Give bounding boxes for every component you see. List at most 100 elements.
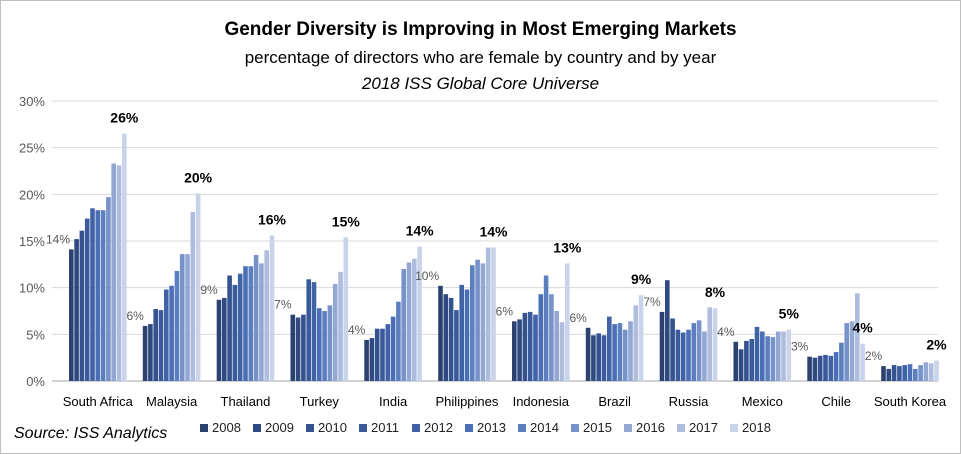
legend-label: 2017 [689,420,718,435]
data-label-2018: 14% [479,224,508,240]
bar [749,339,754,381]
legend-label: 2016 [636,420,665,435]
y-tick-label: 0% [26,374,45,389]
bar [480,263,486,381]
bar [596,333,601,381]
bar [860,343,865,381]
bar [158,310,164,381]
data-label-2018: 8% [705,284,726,300]
bar [928,363,934,381]
bar [533,314,538,381]
bar [148,324,153,381]
x-tick-label: South Korea [874,394,947,409]
data-label-2008: 6% [569,311,587,325]
legend-label: 2011 [371,420,399,435]
bar [622,329,628,381]
data-label-2008: 14% [46,232,70,246]
data-label-2018: 4% [853,320,874,336]
bar [744,340,749,381]
data-label-2018: 14% [406,223,435,239]
bar [833,352,839,381]
x-tick-label: Thailand [221,394,271,409]
bar [844,323,849,381]
x-tick-label: Malaysia [146,394,198,409]
data-label-2018: 5% [779,306,800,322]
data-label-2018: 26% [110,110,139,126]
legend-label: 2010 [318,420,347,435]
bar [443,294,449,381]
bar [675,329,681,381]
legend-swatch [624,424,632,432]
data-label-2008: 9% [200,283,218,297]
legend-item: 2008 [200,420,241,435]
bar [412,258,417,381]
bar [222,297,227,381]
bar [839,342,844,381]
bar [760,331,765,381]
data-label-2018: 9% [631,271,652,287]
data-label-2008: 7% [274,298,292,312]
bar [607,316,612,381]
bar [79,230,85,381]
data-label-2018: 2% [926,336,947,352]
data-label-2008: 6% [126,309,144,323]
bar [680,332,686,381]
bar [823,354,828,381]
bar [686,329,691,381]
bar [390,316,396,381]
bar [665,280,670,381]
bar [907,364,913,381]
bar [527,311,533,381]
bar [696,320,702,381]
bar [807,356,812,381]
bar [185,254,190,381]
bar [670,318,675,381]
data-label-2008: 3% [791,340,809,354]
data-label-2018: 13% [553,239,582,255]
bar [243,266,248,381]
bar [913,368,918,381]
legend-swatch [412,424,420,432]
chart-title: Gender Diversity is Improving in Most Em… [224,19,737,40]
bar [322,311,327,381]
legend-item: 2016 [624,420,665,435]
bar [237,273,243,381]
legend-item: 2012 [412,420,453,435]
bar [765,336,770,381]
legend-label: 2013 [477,420,506,435]
bar [522,312,528,381]
bar [491,247,496,381]
bar [116,165,122,381]
data-label-2008: 6% [496,304,514,318]
bar [195,193,201,381]
y-tick-label: 15% [19,234,45,249]
x-tick-label: Chile [821,394,851,409]
x-tick-label: South Africa [63,394,134,409]
chart-subtitle: percentage of directors who are female b… [244,48,717,67]
bar [485,247,491,381]
bar [691,323,697,381]
legend-label: 2015 [583,420,612,435]
legend-swatch [253,424,261,432]
bar [591,335,596,381]
bar [712,308,718,381]
bar [164,289,169,381]
bar [543,275,549,381]
legend-item: 2013 [465,420,506,435]
bar [396,301,401,381]
bar [74,239,79,381]
bar [828,355,834,381]
bar [638,295,644,381]
legend-swatch [518,424,526,432]
bar [264,250,269,381]
data-label-2018: 15% [332,213,361,229]
legend-item: 2018 [730,420,771,435]
bar [253,255,259,381]
data-label-2018: 16% [258,211,287,227]
bar [754,326,760,381]
bar [374,328,380,381]
bar [385,324,391,381]
bar [554,311,559,381]
bar [90,208,95,381]
